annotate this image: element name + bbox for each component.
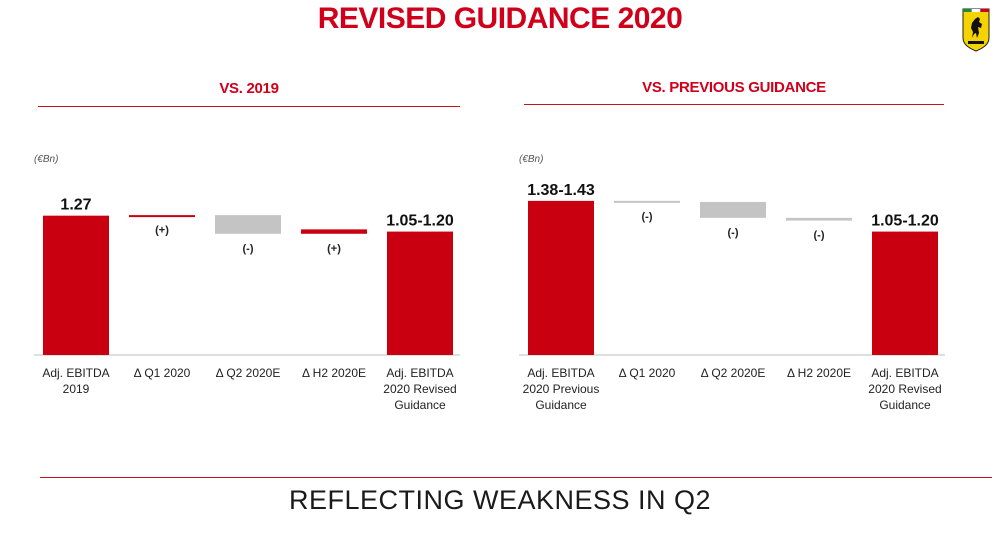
prancing-horse-shield-icon	[961, 8, 991, 52]
left-panel-rule	[38, 106, 460, 107]
left-bar-4	[387, 231, 453, 355]
right-unit-label: (€Bn)	[519, 154, 543, 165]
right-bar-2	[700, 201, 766, 218]
right-category-label-2-line-0: Δ Q2 2020E	[701, 366, 766, 380]
left-bar-label-1: (+)	[155, 225, 169, 237]
left-category-label-0-line-1: 2019	[63, 382, 90, 396]
left-bar-3	[301, 229, 367, 234]
right-category-label-3-line-0: Δ H2 2020E	[787, 366, 851, 380]
left-category-label-1-line-0: Δ Q1 2020	[134, 366, 191, 380]
waterfall-chart-vs-previous-guidance: (€Bn) 1.38-1.43 Adj. EBITDA 2020 Previous Gu…	[519, 154, 945, 412]
right-bar-4	[872, 231, 938, 355]
left-category-label-3-line-0: Δ H2 2020E	[302, 366, 366, 380]
left-bar-label-4: 1.05-1.20	[386, 213, 454, 230]
right-bar-label-2: (-)	[728, 227, 739, 239]
left-category-label-4-line-1: 2020 Revised	[383, 382, 456, 396]
right-bar-label-3: (-)	[814, 230, 825, 242]
left-bar-label-3: (+)	[327, 243, 341, 255]
right-bar-1	[614, 200, 680, 203]
right-category-label-0-line-0: Adj. EBITDA	[527, 366, 594, 380]
left-category-label-0-line-0: Adj. EBITDA	[42, 366, 109, 380]
right-category-label-4-line-2: Guidance	[879, 398, 931, 412]
left-category-label-4-line-2: Guidance	[394, 398, 446, 412]
left-bar-label-0: 1.27	[60, 197, 91, 214]
right-panel-title: VS. PREVIOUS GUIDANCE	[642, 79, 826, 96]
left-category-label-2-line-0: Δ Q2 2020E	[216, 366, 281, 380]
right-category-label-0-line-1: 2020 Previous	[523, 382, 600, 396]
page-title: REVISED GUIDANCE 2020	[317, 2, 683, 35]
right-bar-label-1: (-)	[642, 211, 653, 223]
right-bar-label-0: 1.38-1.43	[527, 182, 595, 199]
left-category-label-4-line-0: Adj. EBITDA	[386, 366, 453, 380]
left-unit-label: (€Bn)	[34, 154, 58, 165]
left-bar-2	[215, 215, 281, 234]
right-category-label-0-line-2: Guidance	[535, 398, 587, 412]
right-bar-3	[786, 217, 852, 221]
footer-rule	[40, 477, 992, 478]
right-bar-0	[528, 200, 594, 355]
left-bar-label-2: (-)	[243, 243, 254, 255]
right-panel-rule	[524, 104, 944, 105]
waterfall-chart-vs-2019: (€Bn) 1.27 Adj. EBITDA 2019 (+) Δ Q1 2020 (-) Δ…	[34, 154, 460, 412]
left-panel-title: VS. 2019	[219, 80, 279, 97]
left-bar-0	[43, 215, 109, 355]
right-category-label-4-line-0: Adj. EBITDA	[871, 366, 938, 380]
left-bar-1	[129, 215, 195, 218]
right-bar-label-4: 1.05-1.20	[871, 213, 939, 230]
right-category-label-4-line-1: 2020 Revised	[868, 382, 941, 396]
footer-caption: REFLECTING WEAKNESS IN Q2	[288, 485, 712, 515]
right-category-label-1-line-0: Δ Q1 2020	[619, 366, 676, 380]
